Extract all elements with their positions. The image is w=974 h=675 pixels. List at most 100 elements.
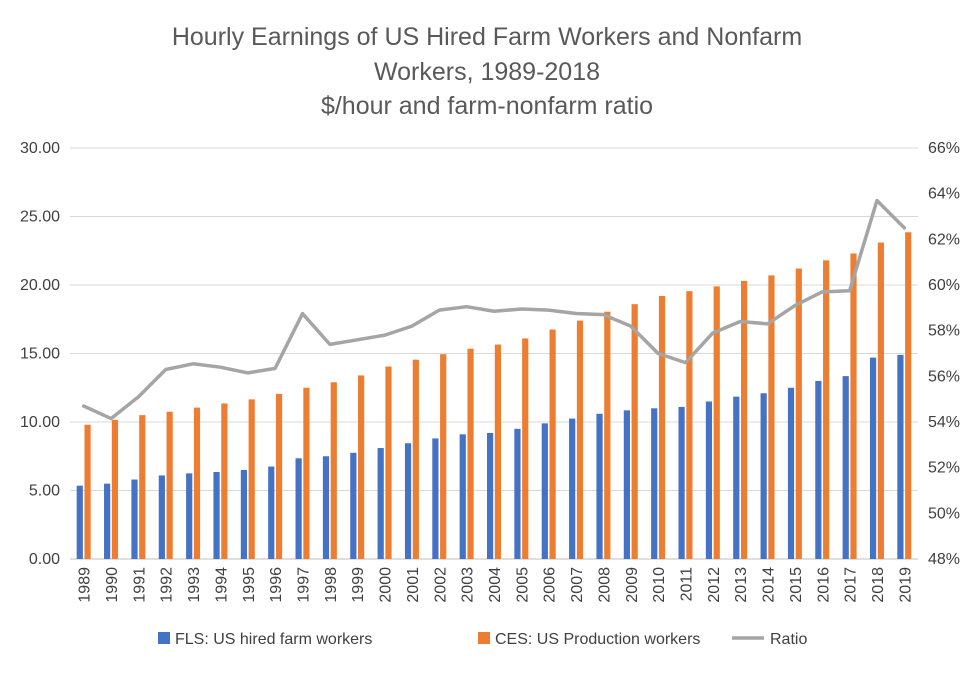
legend-label-1: CES: US Production workers (495, 631, 700, 648)
bar-production-workers-2018 (877, 242, 884, 559)
x-axis-tick-label: 1999 (350, 567, 367, 603)
right-axis-tick-label: 64% (928, 186, 960, 203)
right-axis-tick-label: 52% (928, 460, 960, 477)
bar-farm-workers-1995 (240, 469, 248, 559)
bar-production-workers-2012 (713, 286, 720, 559)
x-axis-tick-label: 1997 (296, 567, 313, 603)
bar-farm-workers-1994 (213, 472, 220, 559)
x-axis-tick-label: 1998 (323, 567, 340, 603)
bar-farm-workers-1996 (268, 466, 275, 559)
bar-production-workers-2003 (467, 348, 474, 559)
x-axis-tick-label: 2007 (569, 567, 586, 603)
x-axis-tick-label: 2018 (870, 567, 887, 603)
bar-production-workers-1997 (303, 387, 310, 559)
bar-farm-workers-2009 (623, 410, 630, 559)
bar-production-workers-1996 (275, 393, 283, 559)
right-axis-tick-label: 60% (928, 277, 960, 294)
bar-farm-workers-1999 (350, 452, 357, 559)
chart-title-line-1: Hourly Earnings of US Hired Farm Workers… (172, 23, 802, 51)
bar-production-workers-2007 (576, 320, 584, 559)
bar-production-workers-2006 (549, 329, 556, 559)
x-axis-tick-label: 1996 (268, 567, 285, 603)
right-axis-tick-label: 54% (928, 414, 960, 431)
bar-production-workers-2010 (658, 295, 666, 559)
bar-farm-workers-2008 (596, 413, 603, 559)
bar-farm-workers-2010 (651, 408, 658, 559)
x-axis-tick-label: 2001 (405, 567, 422, 603)
bar-production-workers-2017 (850, 253, 857, 560)
x-axis-tick-label: 2019 (897, 567, 914, 603)
x-axis-tick-label: 2013 (733, 567, 750, 603)
x-axis-tick-label: 2011 (678, 567, 695, 602)
right-axis-tick-label: 62% (928, 231, 960, 248)
bar-production-workers-2000 (385, 366, 392, 559)
x-axis-tick-label: 2000 (378, 567, 395, 603)
x-axis-tick-label: 2006 (542, 567, 559, 603)
bar-production-workers-2008 (604, 311, 611, 559)
x-axis-tick-label: 2002 (432, 567, 449, 603)
bar-production-workers-2016 (823, 260, 830, 559)
bar-production-workers-1994 (221, 403, 228, 559)
bar-farm-workers-1998 (322, 456, 330, 559)
bar-farm-workers-1992 (158, 475, 165, 559)
bar-farm-workers-1990 (104, 483, 111, 559)
legend-swatch-1 (478, 632, 490, 644)
bar-farm-workers-2014 (760, 393, 767, 559)
x-axis-tick-label: 2005 (514, 567, 531, 603)
x-axis-tick-label: 2010 (651, 567, 668, 603)
bar-farm-workers-2005 (514, 428, 521, 559)
chart-title-line-2: Workers, 1989-2018 (374, 58, 600, 86)
right-axis-ticks: 48% 50% 52% 54% 56% 58% 60% 62% 64% 66% (928, 140, 960, 568)
left-axis-tick-label: 30.00 (20, 140, 60, 157)
bar-production-workers-2002 (440, 354, 447, 559)
bar-farm-workers-2000 (377, 448, 384, 559)
bar-production-workers-2004 (494, 344, 501, 559)
bar-production-workers-2009 (631, 304, 638, 559)
bar-farm-workers-2017 (842, 376, 849, 559)
bar-production-workers-1998 (330, 382, 337, 559)
bar-production-workers-1989 (84, 424, 91, 559)
left-axis-tick-label: 20.00 (20, 277, 60, 294)
bar-production-workers-2001 (412, 359, 419, 559)
bar-farm-workers-1993 (186, 473, 193, 559)
bar-farm-workers-2004 (487, 432, 494, 559)
x-axis-tick-label: 2003 (460, 567, 477, 603)
bar-production-workers-1992 (166, 411, 173, 559)
x-axis-tick-label: 1993 (186, 567, 203, 603)
chart-title-line-3: $/hour and farm-nonfarm ratio (321, 92, 653, 120)
bar-farm-workers-1997 (295, 458, 302, 559)
bar-production-workers-1993 (193, 407, 201, 559)
bar-farm-workers-1989 (76, 485, 83, 559)
bar-farm-workers-2006 (541, 423, 548, 559)
bar-production-workers-1999 (358, 375, 365, 559)
bar-production-workers-2019 (905, 232, 912, 559)
bar-production-workers-2014 (768, 275, 775, 559)
x-axis-tick-label: 1990 (104, 567, 121, 603)
x-axis-tick-label: 1991 (131, 567, 148, 603)
right-axis-tick-label: 56% (928, 368, 960, 385)
x-axis-tick-label: 2012 (706, 567, 723, 603)
bar-production-workers-1995 (248, 399, 255, 559)
legend: FLS: US hired farm workers CES: US Produc… (158, 631, 807, 648)
right-axis-tick-label: 58% (928, 323, 960, 340)
x-axis-tick-label: 1994 (213, 567, 230, 603)
x-axis-tick-label: 2015 (788, 567, 805, 603)
right-axis-tick-label: 48% (928, 551, 960, 568)
x-axis-tick-label: 2004 (487, 567, 504, 603)
bar-production-workers-2015 (795, 268, 802, 559)
series-line-ratio (81, 198, 907, 421)
left-axis-ticks: 0.00 5.00 10.00 15.00 20.00 25.00 30.00 (20, 140, 60, 568)
bar-farm-workers-2018 (869, 357, 877, 559)
right-axis-tick-label: 50% (928, 505, 960, 522)
x-axis-tick-label: 1992 (159, 567, 176, 603)
x-axis-tick-label: 2014 (761, 567, 778, 603)
left-axis-tick-label: 25.00 (20, 209, 60, 226)
bar-production-workers-2005 (522, 338, 529, 559)
x-axis-tick-label: 2009 (624, 567, 641, 603)
left-axis-tick-label: 15.00 (20, 346, 60, 363)
gridlines (70, 147, 918, 560)
legend-swatch-0 (158, 632, 170, 644)
bar-farm-workers-2002 (432, 438, 439, 559)
